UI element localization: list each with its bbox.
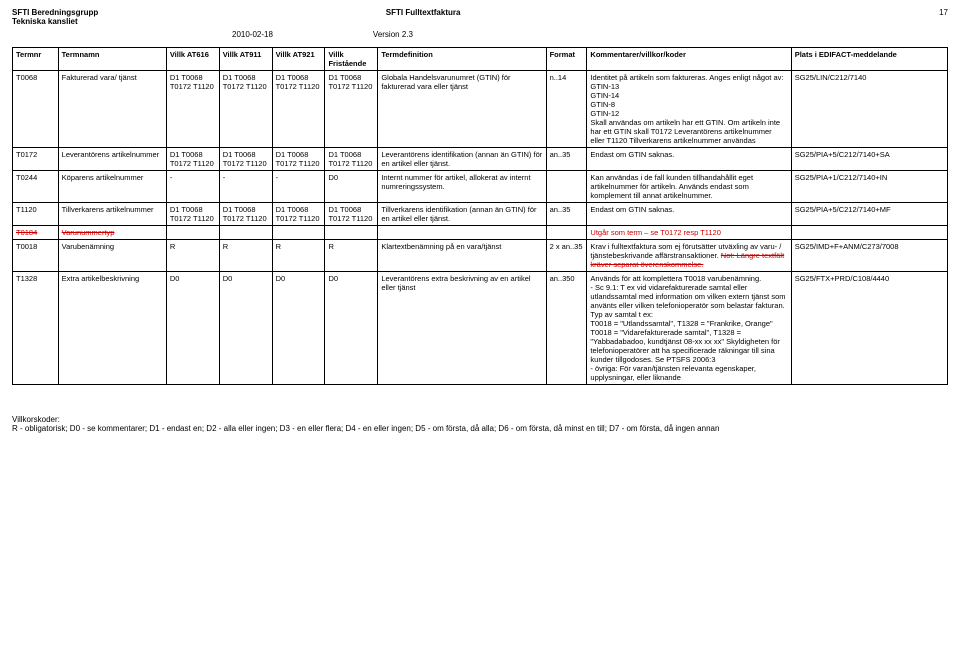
table-cell: an..350 <box>546 272 587 385</box>
page-header: SFTI Beredningsgrupp SFTI Fulltextfaktur… <box>12 8 948 39</box>
table-cell: D1 T0068 T0172 T1120 <box>272 203 325 226</box>
table-cell: Globala Handelsvarunumret (GTIN) för fak… <box>378 71 546 148</box>
villkorskoder-footer: Villkorskoder: R - obligatorisk; D0 - se… <box>12 415 948 433</box>
table-cell: D1 T0068 T0172 T1120 <box>325 148 378 171</box>
table-cell: Klartextbenämning på en vara/tjänst <box>378 240 546 272</box>
table-cell: T0018 <box>13 240 59 272</box>
table-cell <box>378 226 546 240</box>
table-cell: R <box>166 240 219 272</box>
table-cell: Leverantörens extra beskrivning av en ar… <box>378 272 546 385</box>
table-cell: Internt nummer för artikel, allokerat av… <box>378 171 546 203</box>
table-cell: D1 T0068 T0172 T1120 <box>166 203 219 226</box>
table-cell: Kan användas i de fall kunden tillhandah… <box>587 171 791 203</box>
table-cell <box>546 171 587 203</box>
doc-title: SFTI Fulltextfaktura <box>98 8 748 17</box>
table-row: T0018VarubenämningRRRRKlartextbenämning … <box>13 240 948 272</box>
table-cell: Identitet på artikeln som faktureras. An… <box>587 71 791 148</box>
table-cell <box>546 226 587 240</box>
table-cell: R <box>272 240 325 272</box>
table-cell: D1 T0068 T0172 T1120 <box>325 71 378 148</box>
table-header-row: Termnr Termnamn Villk AT616 Villk AT911 … <box>13 48 948 71</box>
table-cell: T1120 <box>13 203 59 226</box>
table-cell <box>219 226 272 240</box>
table-cell: D1 T0068 T0172 T1120 <box>166 148 219 171</box>
table-row: T1120Tillverkarens artikel­nummerD1 T006… <box>13 203 948 226</box>
page-number: 17 <box>748 8 948 17</box>
doc-version: Version 2.3 <box>373 30 413 39</box>
table-cell: T0184 <box>13 226 59 240</box>
table-cell: D1 T0068 T0172 T1120 <box>166 71 219 148</box>
table-cell <box>325 226 378 240</box>
col-v616: Villk AT616 <box>166 48 219 71</box>
table-cell: D1 T0068 T0172 T1120 <box>272 71 325 148</box>
table-cell: an..35 <box>546 203 587 226</box>
table-cell: D1 T0068 T0172 T1120 <box>219 71 272 148</box>
col-def: Termdefinition <box>378 48 546 71</box>
table-cell: Varubenämning <box>58 240 166 272</box>
table-cell: T0172 <box>13 148 59 171</box>
col-plats: Plats i EDIFACT-meddelande <box>791 48 947 71</box>
table-cell: Extra artikelbeskriv­ning <box>58 272 166 385</box>
table-cell: Leverantörens artikel­nummer <box>58 148 166 171</box>
table-cell: D1 T0068 T0172 T1120 <box>272 148 325 171</box>
table-cell: - <box>219 171 272 203</box>
terms-table: Termnr Termnamn Villk AT616 Villk AT911 … <box>12 47 948 385</box>
table-cell: D0 <box>272 272 325 385</box>
table-cell: D0 <box>325 171 378 203</box>
table-row: T0244Köparens artikelnummer---D0Internt … <box>13 171 948 203</box>
table-cell: SG25/LIN/C212/7140 <box>791 71 947 148</box>
col-termnamn: Termnamn <box>58 48 166 71</box>
doc-date: 2010-02-18 <box>232 30 273 39</box>
table-cell: Används för att komplettera T0018 varube… <box>587 272 791 385</box>
table-row: T0068Fakturerad vara/ tjänstD1 T0068 T01… <box>13 71 948 148</box>
table-cell: SG25/FTX+PRD/C108/4440 <box>791 272 947 385</box>
table-row: T0172Leverantörens artikel­nummerD1 T006… <box>13 148 948 171</box>
table-cell: Endast om GTIN saknas. <box>587 203 791 226</box>
table-cell: D0 <box>219 272 272 385</box>
table-cell: D0 <box>325 272 378 385</box>
table-cell <box>791 226 947 240</box>
table-cell: D1 T0068 T0172 T1120 <box>325 203 378 226</box>
table-cell: T1328 <box>13 272 59 385</box>
table-cell: Fakturerad vara/ tjänst <box>58 71 166 148</box>
table-cell: Tillverkarens identifikation (annan än G… <box>378 203 546 226</box>
table-cell: D1 T0068 T0172 T1120 <box>219 203 272 226</box>
col-v921: Villk AT921 <box>272 48 325 71</box>
table-cell <box>272 226 325 240</box>
table-cell: n..14 <box>546 71 587 148</box>
table-cell: an..35 <box>546 148 587 171</box>
table-cell: D1 T0068 T0172 T1120 <box>219 148 272 171</box>
table-cell: - <box>166 171 219 203</box>
table-cell: SG25/PIA+1/C212/7140+IN <box>791 171 947 203</box>
table-cell: 2 x an..35 <box>546 240 587 272</box>
org-subname: Tekniska kansliet <box>12 17 948 26</box>
table-cell: T0244 <box>13 171 59 203</box>
table-cell: R <box>325 240 378 272</box>
footer-title: Villkorskoder: <box>12 415 60 424</box>
table-row: T0184Varunummertyp Utgår som term – se T0… <box>13 226 948 240</box>
col-v911: Villk AT911 <box>219 48 272 71</box>
table-cell: SG25/PIA+5/C212/7140+SA <box>791 148 947 171</box>
col-fmt: Format <box>546 48 587 71</box>
org-name: SFTI Beredningsgrupp <box>12 8 98 17</box>
table-cell: R <box>219 240 272 272</box>
table-cell: Utgår som term – se T0172 resp T1120 <box>587 226 791 240</box>
table-row: T1328Extra artikelbeskriv­ningD0D0D0D0Le… <box>13 272 948 385</box>
table-cell: - <box>272 171 325 203</box>
table-cell: Varunummertyp <box>58 226 166 240</box>
table-cell: Leverantörens identifikation (annan än G… <box>378 148 546 171</box>
table-cell: Endast om GTIN saknas. <box>587 148 791 171</box>
table-cell: SG25/IMD+F+ANM/C273/7008 <box>791 240 947 272</box>
table-cell <box>166 226 219 240</box>
table-cell: SG25/PIA+5/C212/7140+MF <box>791 203 947 226</box>
footer-text: R - obligatorisk; D0 - se kommentarer; D… <box>12 424 719 433</box>
col-termnr: Termnr <box>13 48 59 71</box>
col-komm: Kommentarer/villkor/koder <box>587 48 791 71</box>
table-cell: D0 <box>166 272 219 385</box>
table-cell: T0068 <box>13 71 59 148</box>
table-cell: Köparens artikelnummer <box>58 171 166 203</box>
table-cell: Tillverkarens artikel­nummer <box>58 203 166 226</box>
col-vfri: Villk Fristående <box>325 48 378 71</box>
table-cell: Krav i fulltextfaktura som ej förutsätte… <box>587 240 791 272</box>
